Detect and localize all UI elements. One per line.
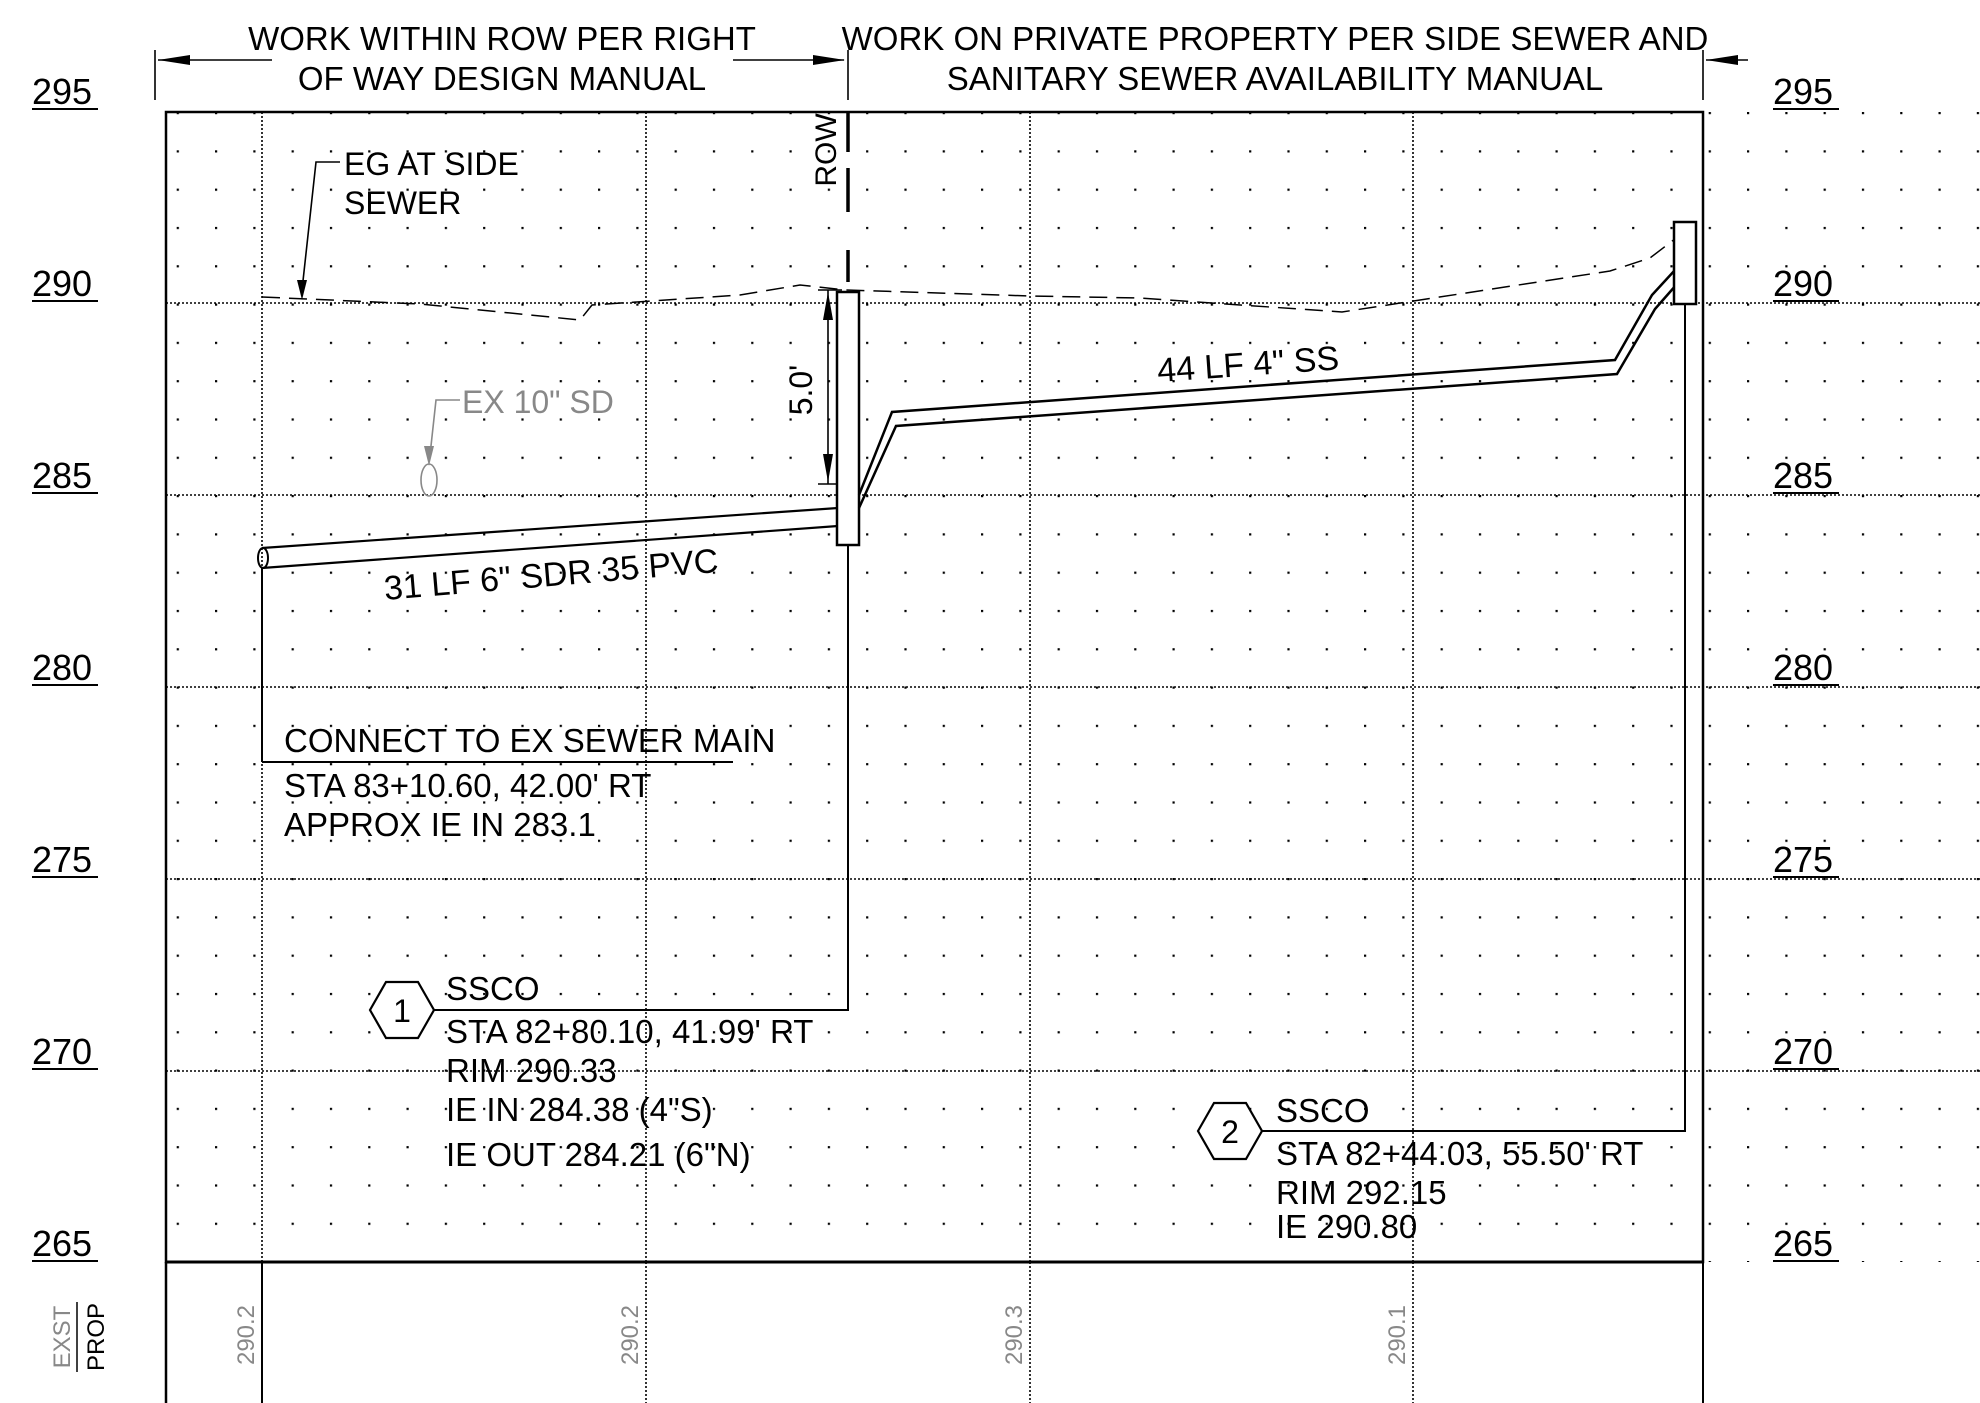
callout-1-line2: RIM 290.33 xyxy=(446,1052,617,1089)
callout-2-number: 2 xyxy=(1221,1114,1239,1150)
grade-value-3: 290.3 xyxy=(1001,1305,1028,1365)
ex-sd-leader xyxy=(429,399,460,456)
eg-leader xyxy=(301,161,340,291)
header-right-line2: SANITARY SEWER AVAILABILITY MANUAL xyxy=(947,60,1604,97)
callout-2-line3: IE 290.80 xyxy=(1276,1208,1417,1245)
left-elevation-labels: 295 290 285 280 275 270 265 xyxy=(32,71,92,1264)
elev-left-280: 280 xyxy=(32,647,92,688)
callout-1-number: 1 xyxy=(393,993,411,1029)
ex-sd-leader-arrow xyxy=(424,446,434,466)
header-dimension-lines xyxy=(154,50,1748,100)
depth-label: 5.0' xyxy=(783,365,819,416)
header-left-line2: OF WAY DESIGN MANUAL xyxy=(298,60,706,97)
ex-sd-label: EX 10" SD xyxy=(462,384,614,420)
grade-value-2: 290.2 xyxy=(617,1305,644,1365)
grade-value-1: 290.2 xyxy=(233,1305,260,1365)
connect-note-line2: APPROX IE IN 283.1 xyxy=(284,806,596,843)
elev-left-285: 285 xyxy=(32,455,92,496)
cleanout-2-riser xyxy=(1672,220,1698,306)
callout-1-line1: STA 82+80.10, 41.99' RT xyxy=(446,1013,813,1050)
callout-1-hexagon xyxy=(368,980,436,1040)
callout-2-title: SSCO xyxy=(1276,1092,1370,1129)
elev-right-295: 295 xyxy=(1773,71,1833,112)
right-elevation-underlines xyxy=(1773,108,1839,1262)
header-left-line1: WORK WITHIN ROW PER RIGHT xyxy=(248,20,756,57)
pipe-4in-side-sewer xyxy=(857,269,1678,509)
pipe-6in-sdr35 xyxy=(261,506,839,570)
elev-left-290: 290 xyxy=(32,263,92,304)
elev-left-270: 270 xyxy=(32,1031,92,1072)
right-elevation-labels: 295 290 285 280 275 270 265 xyxy=(1773,71,1833,1264)
header-right-line1: WORK ON PRIVATE PROPERTY PER SIDE SEWER … xyxy=(842,20,1709,57)
ex-sd-pipe-icon xyxy=(420,463,438,497)
elev-right-290: 290 xyxy=(1773,263,1833,304)
depth-dimension xyxy=(818,289,842,485)
elev-left-275: 275 xyxy=(32,839,92,880)
elev-left-265: 265 xyxy=(32,1223,92,1264)
existing-grade-line xyxy=(261,234,1681,321)
callout-2-line2: RIM 292.15 xyxy=(1276,1174,1447,1211)
elev-right-280: 280 xyxy=(1773,647,1833,688)
grade-value-4: 290.1 xyxy=(1384,1305,1411,1365)
eg-leader-arrow xyxy=(297,280,307,300)
legend-exist: EXST xyxy=(49,1305,76,1368)
callout-2-line1: STA 82+44.03, 55.50' RT xyxy=(1276,1135,1643,1172)
cleanout-1-riser xyxy=(835,290,861,547)
callout-1-line4: IE OUT 284.21 (6"N) xyxy=(446,1136,751,1173)
connect-note-line1: STA 83+10.60, 42.00' RT xyxy=(284,767,651,804)
row-label: ROW xyxy=(810,113,843,187)
elev-left-295: 295 xyxy=(32,71,92,112)
left-elevation-underlines xyxy=(32,108,98,1262)
callout-1-leader xyxy=(434,545,849,1011)
eg-label-line1: EG AT SIDE xyxy=(344,146,519,182)
frame xyxy=(164,110,1705,1403)
eg-label-line2: SEWER xyxy=(344,185,461,221)
callout-1-line3: IE IN 284.38 (4"S) xyxy=(446,1091,713,1128)
legend-prop: PROP xyxy=(83,1303,110,1371)
elev-right-285: 285 xyxy=(1773,455,1833,496)
elev-right-270: 270 xyxy=(1773,1031,1833,1072)
connect-note-leader xyxy=(261,568,733,763)
callout-1-title: SSCO xyxy=(446,970,540,1007)
connect-note-title: CONNECT TO EX SEWER MAIN xyxy=(284,722,775,759)
elev-right-275: 275 xyxy=(1773,839,1833,880)
callout-2-leader xyxy=(1262,304,1686,1132)
elev-right-265: 265 xyxy=(1773,1223,1833,1264)
callout-2-hexagon xyxy=(1196,1101,1264,1161)
